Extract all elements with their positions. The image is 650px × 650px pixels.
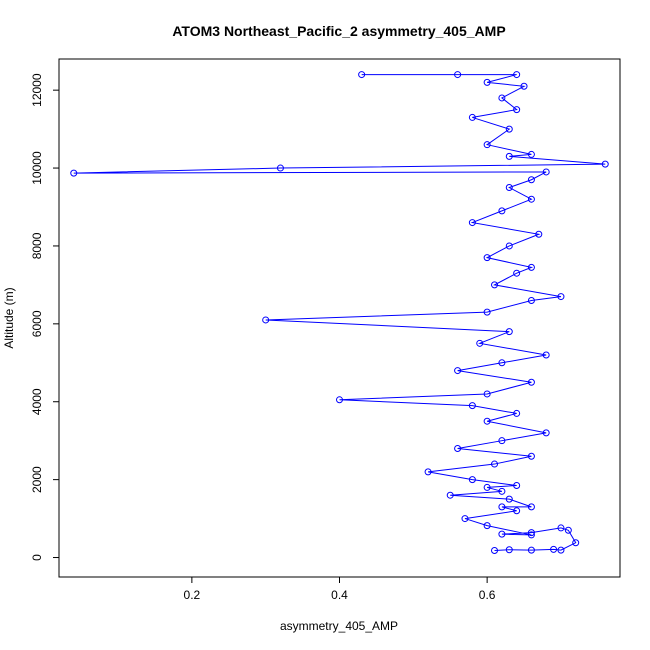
data-point [468, 113, 476, 121]
x-tick-label: 0.2 [184, 588, 201, 602]
data-point [535, 230, 543, 238]
y-tick-label: 12000 [30, 73, 44, 107]
data-point [498, 530, 506, 538]
x-tick-label: 0.6 [479, 588, 496, 602]
data-point [483, 141, 491, 149]
data-point [542, 351, 550, 359]
y-tick-label: 0 [30, 554, 44, 561]
data-point [483, 78, 491, 86]
y-tick-label: 10000 [30, 151, 44, 185]
data-point [505, 152, 513, 160]
data-point [454, 367, 462, 375]
chart-title: ATOM3 Northeast_Pacific_2 asymmetry_405_… [172, 23, 505, 39]
data-point [557, 546, 565, 554]
data-point [491, 547, 499, 555]
y-tick-label: 6000 [30, 310, 44, 337]
data-point [542, 168, 550, 176]
data-point [498, 94, 506, 102]
data-point [550, 545, 558, 553]
data-point [505, 242, 513, 250]
data-point [505, 495, 513, 503]
series-line [73, 74, 606, 552]
data-point [513, 409, 521, 417]
data-point [527, 503, 535, 511]
data-point [564, 526, 572, 534]
data-point [483, 308, 491, 316]
data-point [468, 402, 476, 410]
data-point [461, 515, 469, 523]
data-point [542, 429, 550, 437]
x-axis-label: asymmetry_405_AMP [280, 619, 398, 633]
data-point [358, 71, 366, 79]
data-point [513, 507, 521, 515]
plot-frame [58, 58, 621, 578]
data-point [498, 207, 506, 215]
data-point [513, 481, 521, 489]
data-point [557, 293, 565, 301]
data-point [527, 529, 535, 537]
data-point [498, 359, 506, 367]
data-point [454, 71, 462, 79]
data-point [527, 452, 535, 460]
data-point [505, 328, 513, 336]
data-point [491, 460, 499, 468]
data-point [601, 160, 609, 168]
y-tick-label: 8000 [30, 232, 44, 259]
data-point [527, 296, 535, 304]
data-point [262, 316, 270, 324]
data-point [513, 269, 521, 277]
data-point [527, 546, 535, 554]
data-point [468, 219, 476, 227]
data-point [498, 503, 506, 511]
data-point [491, 281, 499, 289]
data-point [520, 82, 528, 90]
data-point [513, 106, 521, 114]
data-point [527, 531, 535, 539]
data-point [483, 254, 491, 262]
data-point [336, 396, 343, 404]
data-point [527, 263, 535, 271]
data-point [483, 522, 491, 530]
data-point [446, 491, 454, 499]
data-point [476, 339, 484, 347]
y-axis-label: Altitude (m) [2, 287, 16, 348]
data-point [70, 169, 78, 177]
y-tick-label: 4000 [30, 388, 44, 415]
y-axis: 0 2000 4000 6000 8000 10000 12000 [30, 73, 59, 561]
data-point [483, 417, 491, 425]
data-point [527, 378, 535, 386]
x-tick-label: 0.4 [331, 588, 348, 602]
series-points [70, 71, 609, 555]
data-point [468, 476, 476, 484]
y-tick-label: 2000 [30, 466, 44, 493]
x-axis: 0.2 0.4 0.6 [184, 577, 496, 602]
data-point [454, 444, 462, 452]
data-point [498, 487, 506, 495]
data-point [483, 483, 491, 491]
data-point [527, 195, 535, 203]
series-polyline [73, 74, 606, 552]
data-point [557, 524, 565, 532]
data-point [483, 390, 491, 398]
data-point [498, 437, 506, 445]
data-point [527, 150, 535, 158]
data-point [572, 539, 580, 547]
data-point [424, 468, 432, 476]
data-point [276, 164, 284, 172]
data-point [527, 176, 535, 184]
data-point [505, 125, 513, 133]
data-point [505, 184, 513, 192]
data-point [505, 546, 513, 554]
data-point [513, 71, 521, 79]
